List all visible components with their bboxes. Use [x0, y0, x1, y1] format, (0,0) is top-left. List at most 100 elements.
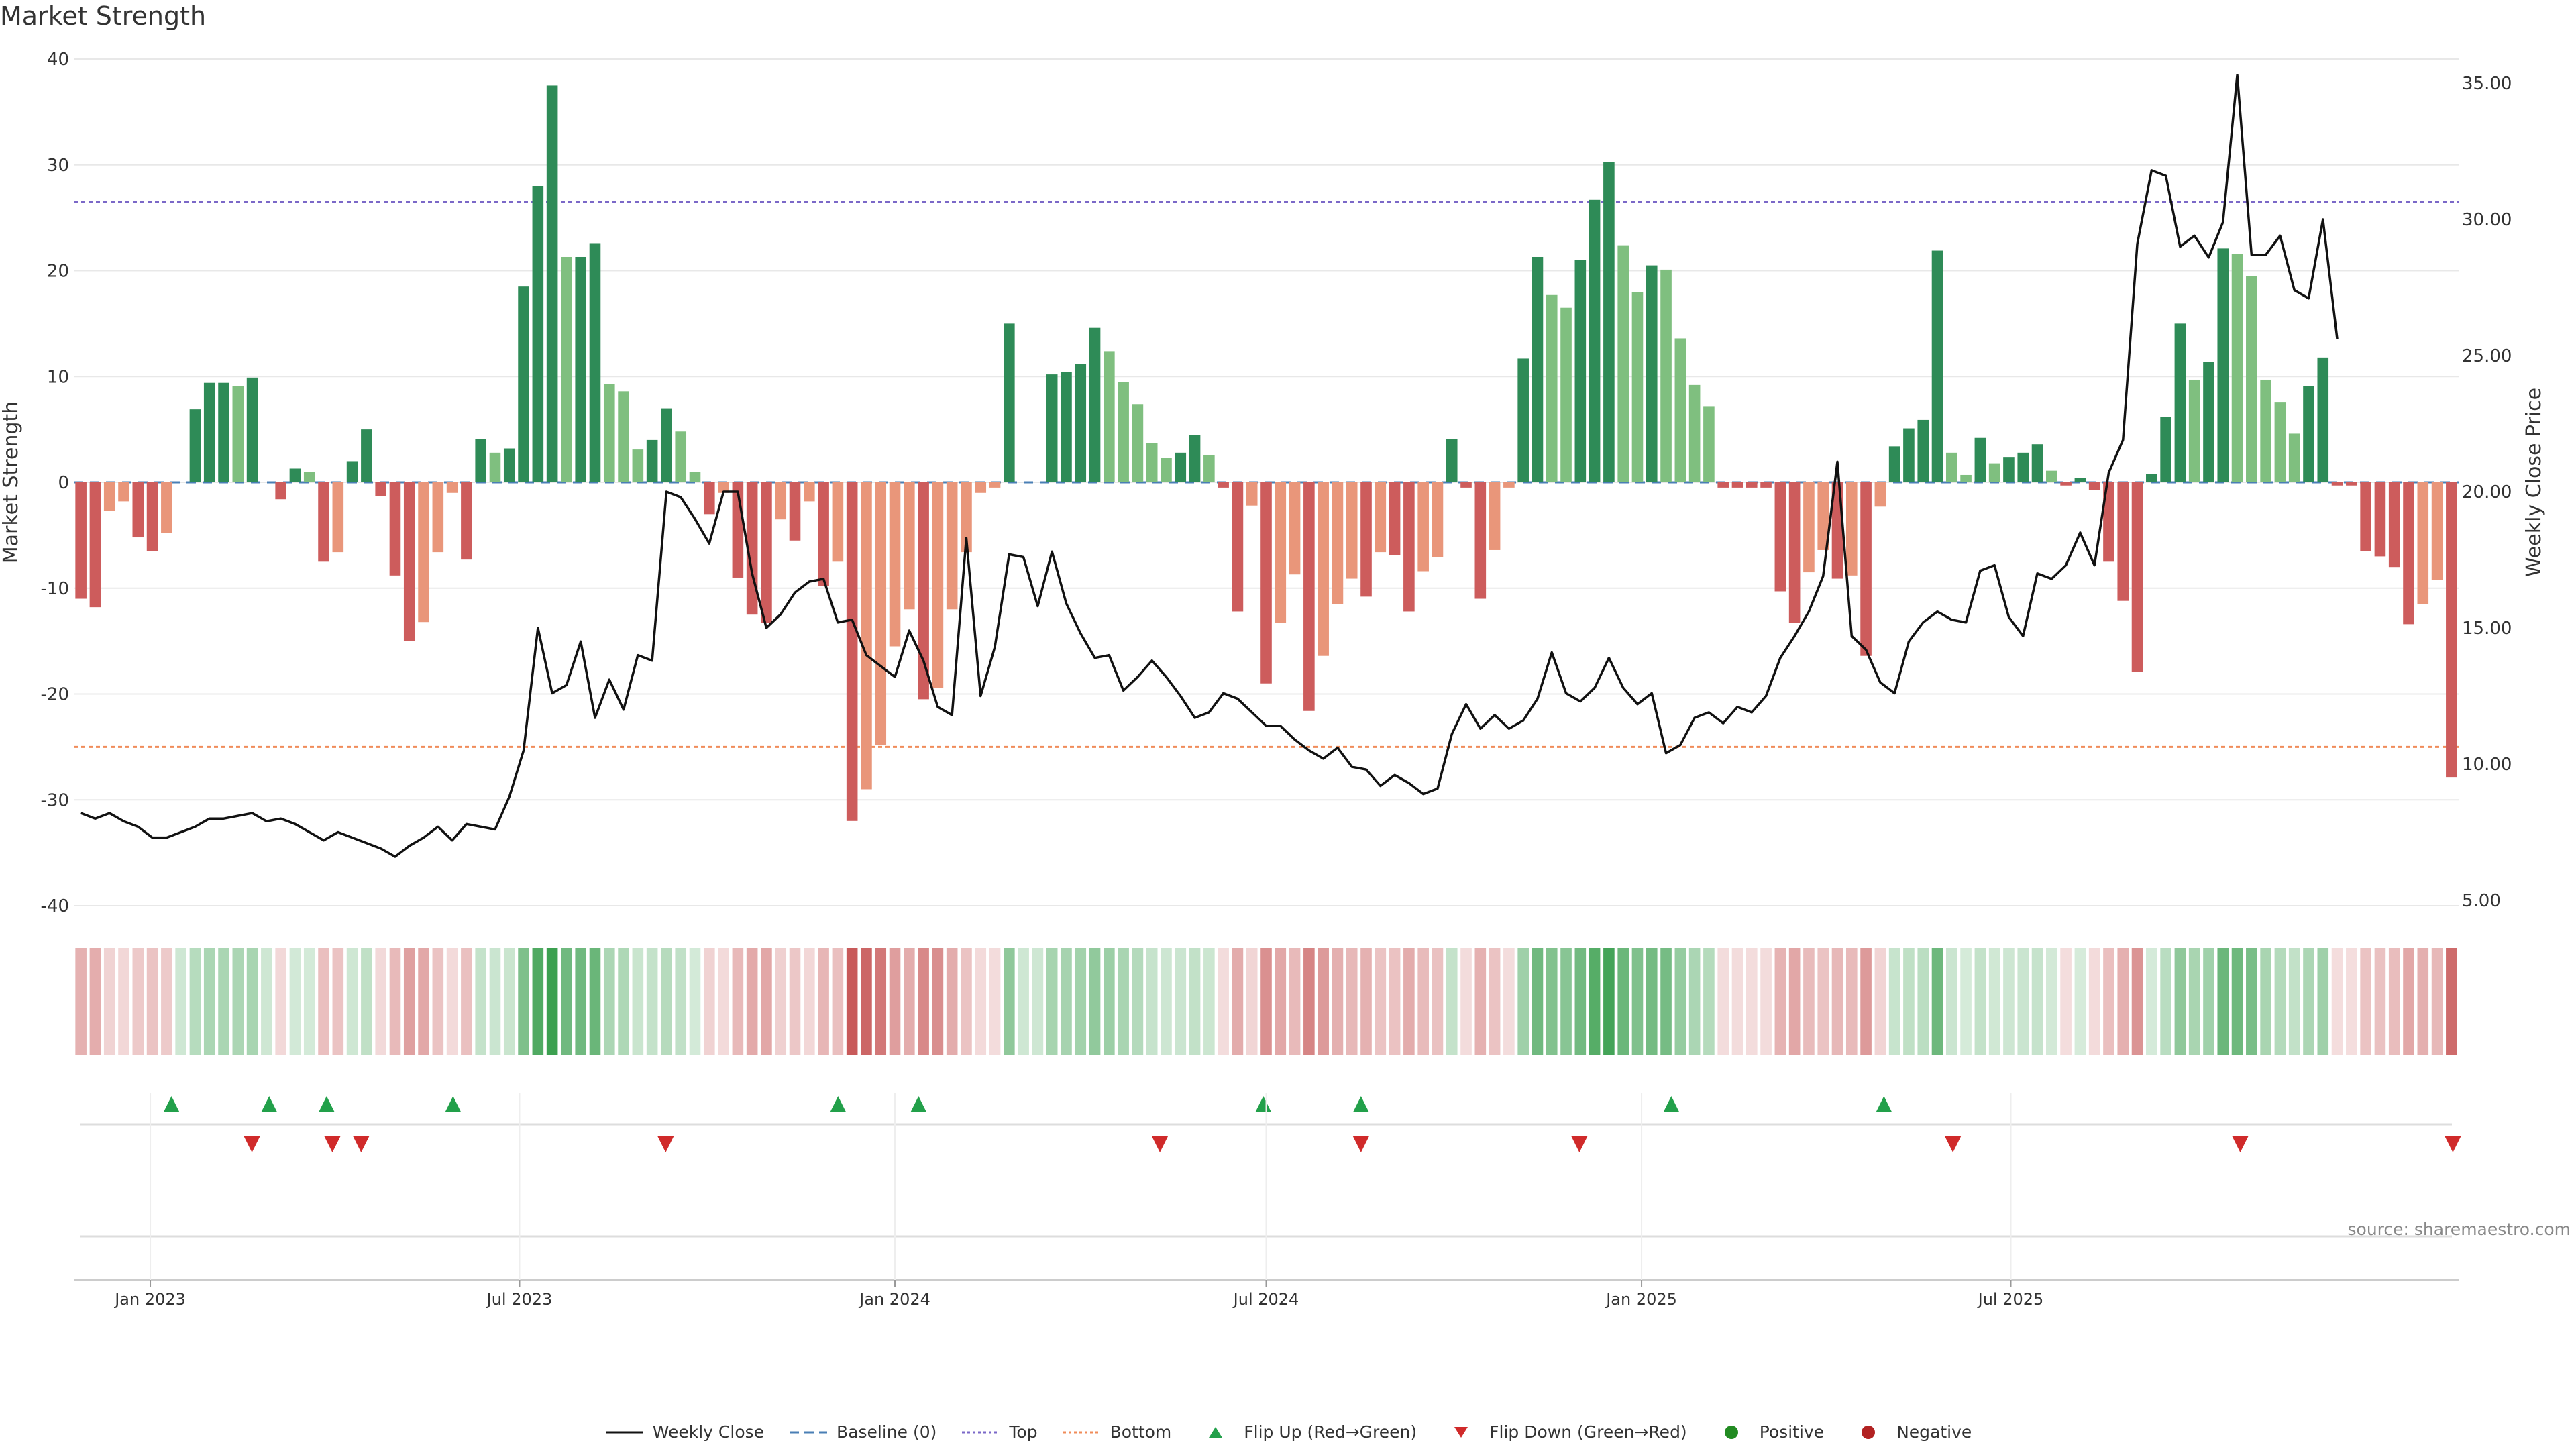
strength-bar: [1774, 482, 1786, 592]
strength-bar: [2388, 482, 2400, 568]
heat-cell: [161, 948, 172, 1055]
strength-bar: [2160, 417, 2171, 482]
heat-cell: [2203, 948, 2214, 1055]
heat-cell: [75, 948, 87, 1055]
legend-label: Positive: [1759, 1422, 1825, 1442]
strength-bar: [661, 408, 672, 482]
heat-cell: [1289, 948, 1301, 1055]
strength-bar: [2146, 474, 2157, 482]
heat-cell: [2317, 948, 2329, 1055]
legend-item: Positive: [1711, 1422, 1824, 1442]
y2-tick-label: 5.00: [2462, 891, 2501, 911]
legend-item: Negative: [1848, 1422, 1972, 1442]
strength-bar: [861, 482, 872, 790]
flip-up-marker: [261, 1096, 278, 1112]
heat-cell: [1574, 948, 1587, 1055]
strength-bar: [403, 482, 415, 641]
heat-cell: [832, 948, 844, 1055]
heat-cell: [1646, 948, 1658, 1055]
y-tick-label: -20: [41, 685, 69, 705]
strength-bar: [2403, 482, 2414, 625]
strength-bar: [1974, 437, 1986, 482]
legend-label: Flip Down (Green→Red): [1489, 1422, 1687, 1442]
legend-swatch: [1724, 1425, 1738, 1439]
strength-bar: [318, 482, 329, 562]
heat-cell: [2446, 948, 2457, 1055]
strength-bar: [1061, 372, 1072, 482]
strength-bar: [2131, 482, 2143, 672]
strength-bar: [1860, 482, 1872, 656]
heat-cell: [2231, 948, 2243, 1055]
heat-cell: [2046, 948, 2057, 1055]
strength-bar: [904, 482, 915, 610]
heat-cell: [1061, 948, 1072, 1055]
heat-cell: [818, 948, 829, 1055]
strength-bar: [1731, 482, 1743, 488]
heat-cell: [2331, 948, 2343, 1055]
heat-cell: [1189, 948, 1201, 1055]
strength-bar: [1146, 443, 1158, 482]
strength-bar: [875, 482, 887, 745]
strength-bar: [1474, 482, 1487, 599]
heat-cell: [1674, 948, 1686, 1055]
strength-bar: [1546, 294, 1558, 482]
strength-bar: [618, 391, 629, 482]
strength-bar: [1132, 404, 1144, 482]
heat-cell: [1860, 948, 1872, 1055]
strength-bar: [1161, 458, 1172, 482]
strength-bar: [989, 482, 1001, 488]
heat-cell: [575, 948, 587, 1055]
heat-cell: [718, 948, 729, 1055]
source-note: source: sharemaestro.com: [2347, 1220, 2571, 1239]
heat-cell: [2188, 948, 2200, 1055]
heat-cell: [1489, 948, 1501, 1055]
strength-bar: [1118, 382, 1129, 482]
heat-cell: [532, 948, 544, 1055]
heat-cell: [846, 948, 858, 1055]
heat-cell: [1917, 948, 1929, 1055]
strength-bar: [1517, 358, 1529, 482]
y-tick-label: -10: [41, 579, 69, 599]
heat-cell: [1075, 948, 1087, 1055]
heat-cell: [1375, 948, 1387, 1055]
heat-cell: [2346, 948, 2357, 1055]
heat-cell: [732, 948, 744, 1055]
strength-bar: [1417, 482, 1429, 572]
heat-cell: [2288, 948, 2300, 1055]
strength-bar: [2446, 482, 2457, 778]
strength-bar: [2003, 457, 2015, 482]
legend-swatch: [1454, 1426, 1468, 1438]
heat-cell: [1474, 948, 1487, 1055]
strength-bar: [632, 449, 644, 482]
strength-bar: [1175, 452, 1187, 482]
heat-cell: [318, 948, 329, 1055]
heat-cell: [603, 948, 615, 1055]
heat-cell: [446, 948, 458, 1055]
heat-cell: [1874, 948, 1886, 1055]
flip-down-marker: [1352, 1136, 1369, 1152]
heat-cell: [618, 948, 629, 1055]
strength-bar: [818, 482, 829, 586]
heat-cell: [1717, 948, 1729, 1055]
heat-cell: [989, 948, 1001, 1055]
y-tick-label: 20: [47, 262, 69, 282]
strength-bar: [1574, 260, 1587, 482]
strength-bar: [2188, 379, 2200, 482]
heat-cell: [1004, 948, 1015, 1055]
strength-bar: [246, 377, 258, 482]
x-tick-label: Jan 2024: [858, 1290, 930, 1309]
strength-bar: [218, 382, 229, 482]
heat-cell: [761, 948, 772, 1055]
heat-cell: [246, 948, 258, 1055]
heat-cell: [1332, 948, 1344, 1055]
strength-bar: [418, 482, 429, 623]
heat-cell: [1688, 948, 1701, 1055]
strength-bar: [189, 409, 201, 482]
heat-cell: [2160, 948, 2171, 1055]
heat-cell: [904, 948, 915, 1055]
heat-cell: [2060, 948, 2072, 1055]
heat-cell: [146, 948, 158, 1055]
heat-cell: [1960, 948, 1972, 1055]
heat-cell: [218, 948, 229, 1055]
strength-bars: [75, 85, 2457, 821]
